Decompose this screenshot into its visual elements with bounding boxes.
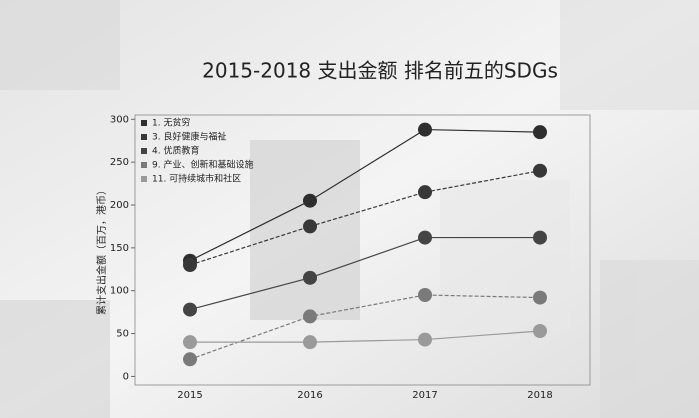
legend-swatch xyxy=(141,162,147,168)
data-point xyxy=(533,163,547,178)
data-point xyxy=(183,302,197,317)
data-point xyxy=(533,290,547,305)
legend-swatch xyxy=(141,120,147,126)
y-tick-label: 0 xyxy=(123,371,129,382)
y-tick-label: 250 xyxy=(110,157,129,168)
data-point xyxy=(533,125,547,140)
series-line xyxy=(189,128,541,262)
series-line xyxy=(189,236,540,311)
legend-label: 9. 产业、创新和基础设施 xyxy=(152,159,253,171)
legend-label: 11. 可持续城市和社区 xyxy=(152,173,241,185)
y-tick-label: 300 xyxy=(110,114,129,125)
legend-swatch xyxy=(141,134,147,140)
data-point xyxy=(183,352,197,367)
chart-title: 2015-2018 支出金额 排名前五的SDGs xyxy=(202,59,558,83)
y-tick-label: 100 xyxy=(110,286,129,297)
legend-swatch xyxy=(141,176,147,182)
x-tick-label: 2018 xyxy=(527,390,552,401)
y-axis-label: 累计支出金额（百万，港币） xyxy=(95,185,108,315)
series-line xyxy=(190,330,541,343)
legend-swatch xyxy=(141,148,147,154)
data-point xyxy=(418,122,432,137)
y-tick-label: 200 xyxy=(110,200,129,211)
plot-frame xyxy=(134,114,591,386)
data-point xyxy=(183,335,197,350)
data-point xyxy=(183,258,197,272)
data-point xyxy=(303,270,317,285)
series-line xyxy=(189,294,541,360)
legend-label: 1. 无贫穷 xyxy=(152,117,190,129)
data-point xyxy=(533,230,547,245)
y-tick-label: 150 xyxy=(110,243,129,254)
x-tick-label: 2015 xyxy=(177,390,202,401)
data-point xyxy=(418,185,432,200)
data-point xyxy=(303,219,317,234)
x-tick-label: 2016 xyxy=(297,390,322,401)
data-point xyxy=(418,288,432,302)
data-point xyxy=(303,309,317,324)
y-tick-label: 50 xyxy=(116,329,129,340)
x-tick-label: 2017 xyxy=(412,390,437,401)
data-point xyxy=(418,230,432,245)
series-line xyxy=(189,170,541,266)
data-point xyxy=(303,335,317,350)
data-point xyxy=(303,193,317,208)
legend-label: 4. 优质教育 xyxy=(152,145,199,157)
data-point xyxy=(533,324,547,338)
data-point xyxy=(418,332,432,347)
legend-label: 3. 良好健康与福祉 xyxy=(152,131,226,143)
